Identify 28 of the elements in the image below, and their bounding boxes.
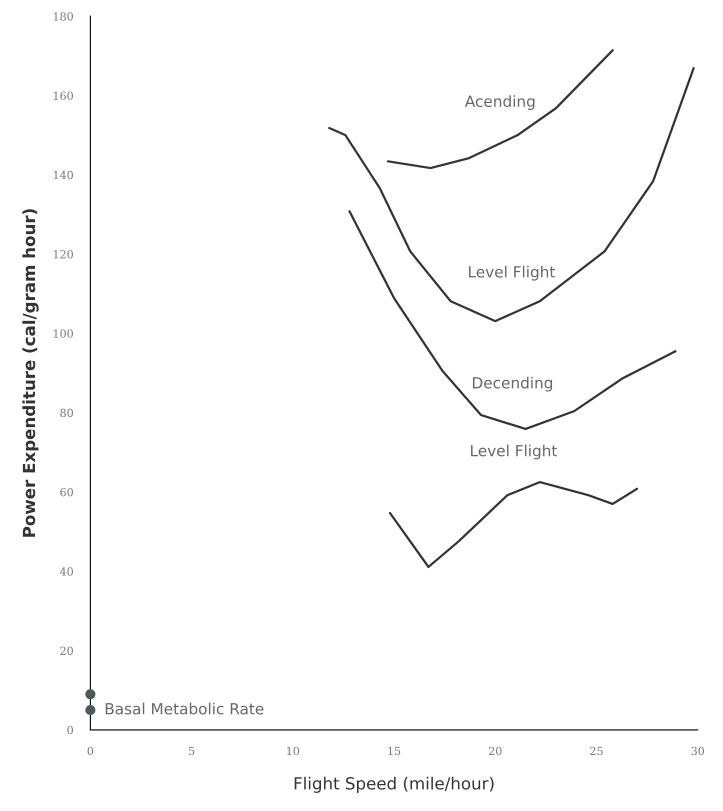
line-series [386, 49, 614, 170]
y-tick-label: 60 [60, 488, 73, 496]
x-tick-label: 30 [691, 746, 704, 756]
line-series [348, 210, 677, 430]
line-series [328, 67, 695, 322]
x-tick-label: 25 [590, 746, 603, 756]
series-label: Decending [472, 376, 552, 392]
x-tick-label: 10 [287, 746, 300, 756]
line-series [388, 480, 638, 568]
x-tick-label: 20 [488, 746, 502, 756]
y-tick-label: 100 [54, 329, 73, 338]
y-tick-label: 40 [60, 567, 73, 576]
y-tick-label: 140 [54, 170, 73, 180]
y-axis-title: Power Expenditure (cal/gram hour) [22, 209, 39, 537]
y-tick-label: 160 [54, 91, 73, 100]
series-label: Level Flight [471, 444, 558, 460]
y-tick-label: 20 [60, 646, 73, 655]
x-tick-label: 15 [388, 746, 400, 756]
x-tick-label: 5 [189, 746, 194, 756]
y-tick-label: 0 [67, 726, 73, 734]
series-label: Acending [464, 95, 534, 110]
x-tick-label: 0 [88, 746, 94, 756]
y-tick-label: 80 [60, 408, 73, 418]
series-label: Basal Metabolic Rate [106, 702, 264, 715]
y-tick-label: 180 [54, 12, 73, 21]
x-axis-title: Flight Speed (mile/hour) [294, 776, 494, 793]
y-tick-label: 120 [54, 250, 73, 258]
series-label: Level Flight [469, 266, 555, 281]
